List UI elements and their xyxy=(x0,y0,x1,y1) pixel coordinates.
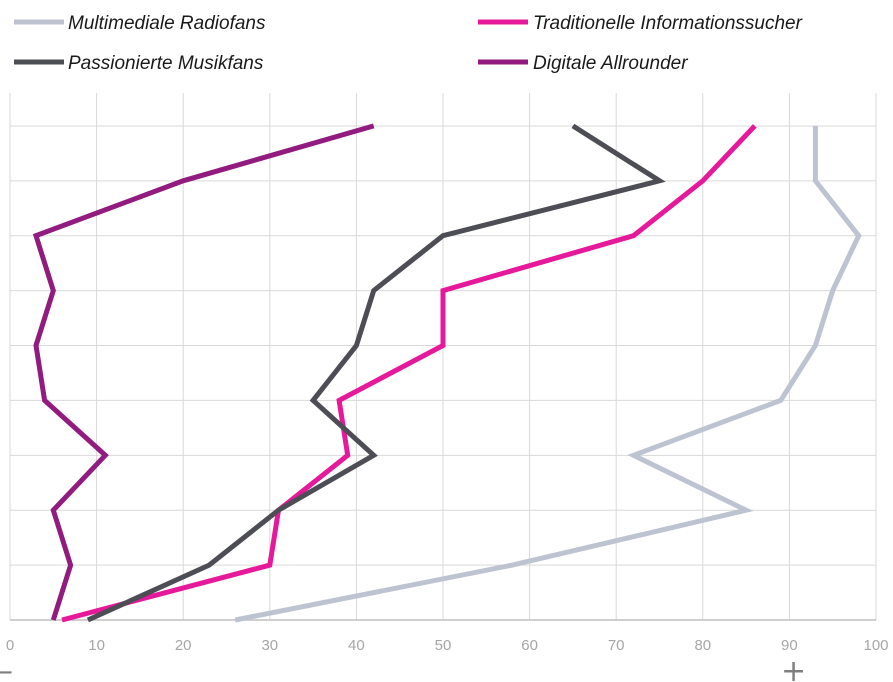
series-line-passionierte-musikfans xyxy=(86,123,666,623)
x-tick-label: 100 xyxy=(863,637,888,654)
x-tick-label: 0 xyxy=(6,637,14,654)
x-tick-label: 30 xyxy=(261,637,278,654)
series-line-digitale-allrounder xyxy=(32,123,375,621)
legend-label-traditionelle-informationssucher: Traditionelle Informationssucher xyxy=(533,13,803,34)
x-tick-label: 60 xyxy=(521,637,538,654)
x-tick-label: 20 xyxy=(175,637,192,654)
legend: Multimediale Radiofans Traditionelle Inf… xyxy=(14,13,803,74)
x-axis: 0 10 20 30 40 50 60 70 80 90 100 xyxy=(6,637,889,654)
legend-label-passionierte-musikfans: Passionierte Musikfans xyxy=(68,53,264,74)
x-tick-label: 90 xyxy=(781,637,798,654)
legend-label-digitale-allrounder: Digitale Allrounder xyxy=(533,53,688,74)
grid xyxy=(9,93,877,620)
axis-max-label: + xyxy=(781,654,806,682)
plot-area xyxy=(9,93,876,621)
axis-min-label: – xyxy=(0,654,13,682)
x-tick-label: 40 xyxy=(348,637,365,654)
series-lines xyxy=(32,123,862,623)
series-line-traditionelle-informationssucher xyxy=(61,124,757,623)
series-line-multimediale-radiofans xyxy=(234,125,862,623)
x-tick-label: 70 xyxy=(608,637,625,654)
legend-label-multimediale-radiofans: Multimediale Radiofans xyxy=(68,13,266,34)
x-tick-label: 10 xyxy=(88,637,105,654)
x-tick-label: 80 xyxy=(694,637,711,654)
x-tick-label: 50 xyxy=(435,637,452,654)
